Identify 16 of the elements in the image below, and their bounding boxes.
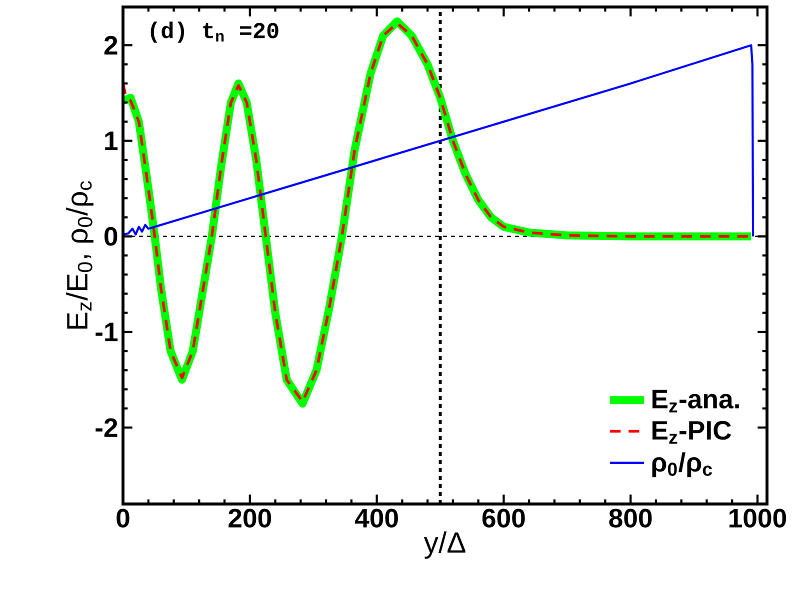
x-tick-label: 400 (354, 508, 398, 528)
y-tick-label: -1 (96, 322, 118, 342)
x-tick-label: 200 (228, 508, 272, 528)
y-tick-label: 1 (105, 132, 118, 150)
legend-label: E$_{z}$-ana. (652, 390, 739, 412)
x-tick-label: 1000 (729, 508, 786, 528)
y-axis-title: E$_{z}$/E$_{0}$, ρ$_{0}$/ρ$_{c}$ (66, 181, 94, 329)
annotation: (d) t$_{n}$ =20 (150, 22, 278, 43)
legend-label: E$_{z}$-PIC (652, 420, 732, 444)
legend-label: ρ$_{0}$/ρ$_{c}$ (652, 452, 712, 478)
x-tick-label: 800 (609, 508, 652, 528)
y-tick-label: 0 (104, 226, 118, 246)
y-tick-label: -2 (96, 418, 118, 437)
y-tick-label: 2 (104, 36, 118, 55)
x-tick-label: 600 (482, 508, 525, 528)
x-axis-title: y/Δ (424, 531, 466, 559)
